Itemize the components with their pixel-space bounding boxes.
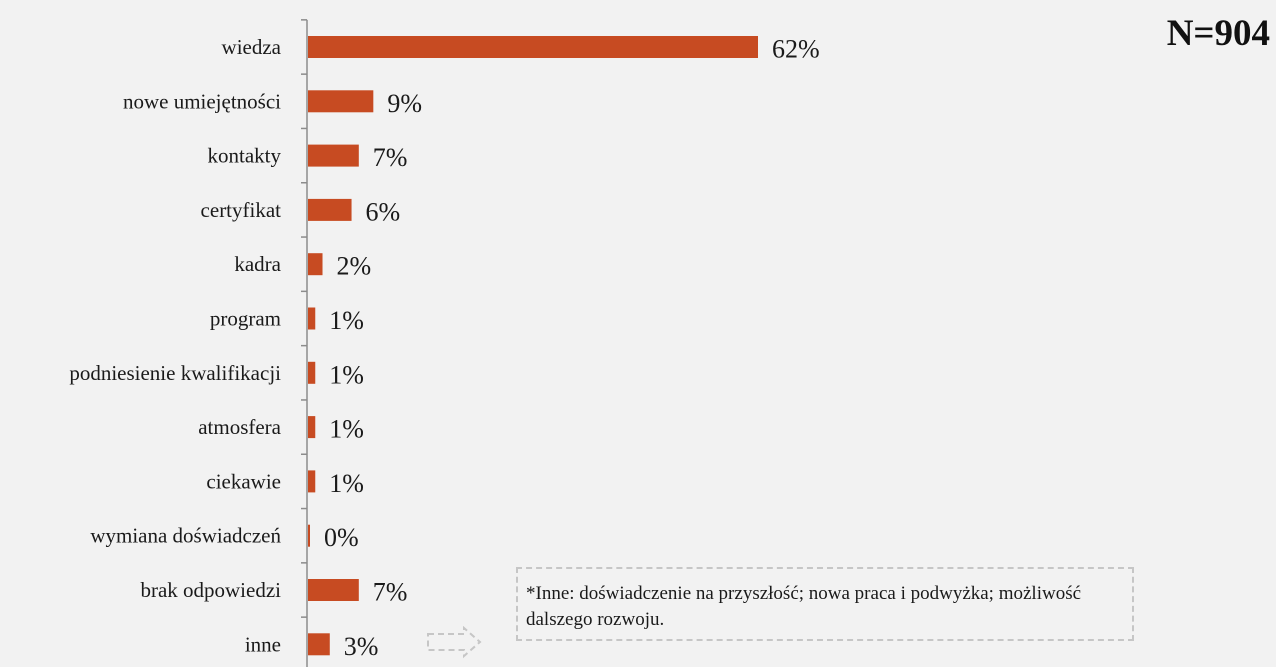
bar <box>308 524 310 547</box>
category-label: atmosfera <box>198 415 281 439</box>
bar <box>308 36 758 58</box>
category-label: podniesienie kwalifikacji <box>69 361 281 385</box>
data-label: 6% <box>366 197 401 226</box>
data-label: 1% <box>329 360 364 389</box>
data-label: 1% <box>329 469 364 498</box>
category-label: wiedza <box>222 35 282 59</box>
bar <box>308 253 323 276</box>
bar <box>308 470 316 493</box>
footnote-text: *Inne: doświadczenie na przyszłość; nowa… <box>526 583 1082 630</box>
bar <box>308 144 359 167</box>
category-label: nowe umiejętności <box>123 89 281 113</box>
category-label: kadra <box>234 252 281 276</box>
bar <box>308 579 359 601</box>
data-label: 2% <box>337 252 372 281</box>
category-label: kontakty <box>208 144 282 168</box>
data-label: 3% <box>344 632 379 661</box>
data-label: 9% <box>387 89 422 118</box>
category-label: certyfikat <box>201 198 282 222</box>
bar <box>308 90 374 113</box>
bar <box>308 633 330 656</box>
bar <box>308 361 316 384</box>
category-label: ciekawie <box>206 469 281 493</box>
bar <box>308 416 316 439</box>
category-label: wymiana doświadczeń <box>90 524 281 548</box>
category-label: inne <box>245 632 281 656</box>
arrow-right-icon <box>427 626 482 659</box>
data-label: 62% <box>772 35 820 64</box>
data-label: 1% <box>329 415 364 444</box>
category-label: program <box>210 307 281 331</box>
data-label: 1% <box>329 306 364 335</box>
bar <box>308 307 316 330</box>
data-label: 7% <box>373 143 408 172</box>
sample-size-label: N=904 <box>1166 13 1270 54</box>
category-label: brak odpowiedzi <box>140 578 281 602</box>
data-label: 0% <box>324 523 359 552</box>
footnote-box: *Inne: doświadczenie na przyszłość; nowa… <box>516 567 1134 641</box>
data-label: 7% <box>373 578 408 607</box>
bar <box>308 198 352 221</box>
